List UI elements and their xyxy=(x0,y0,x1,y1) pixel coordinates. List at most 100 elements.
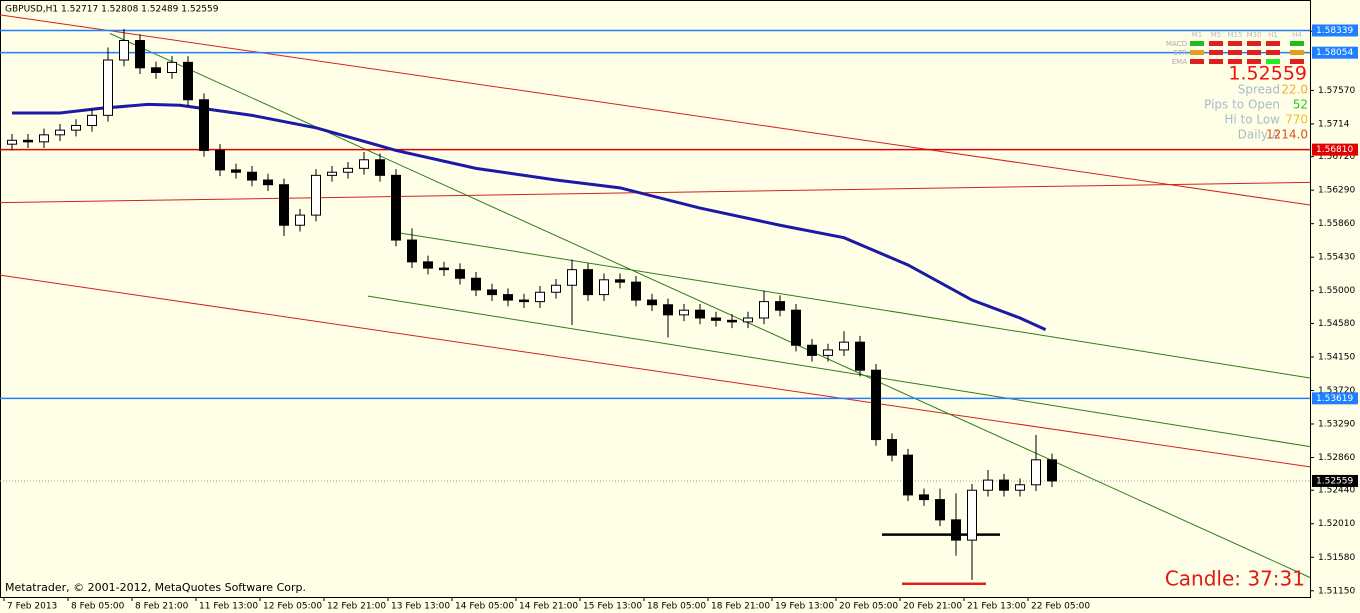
signal-column-label: H4 xyxy=(1292,31,1302,39)
candle-body xyxy=(215,149,225,171)
trendline xyxy=(109,33,1311,578)
candle-body xyxy=(727,319,737,323)
signal-cell xyxy=(1209,41,1223,46)
signal-cell xyxy=(1228,41,1242,46)
candle-body xyxy=(951,519,961,541)
candle-body xyxy=(503,294,513,301)
trendline xyxy=(394,231,1311,379)
candle-body xyxy=(199,99,209,151)
candle-body xyxy=(39,134,49,143)
y-tick-label: 1.57570 xyxy=(1318,86,1355,96)
price-tag xyxy=(1312,46,1358,59)
y-tick-label: 1.56290 xyxy=(1318,186,1355,196)
y-tick-label: 1.54150 xyxy=(1318,352,1355,362)
candle-body xyxy=(343,167,353,173)
candle-body xyxy=(999,479,1009,491)
x-tick-label: 8 Feb 05:00 xyxy=(71,602,125,612)
signal-cell xyxy=(1266,50,1280,55)
candle-body xyxy=(327,171,337,176)
signal-cell xyxy=(1266,41,1280,46)
candle-body xyxy=(743,317,753,323)
candle-timer: Candle: 37:31 xyxy=(1165,567,1305,591)
price-tag xyxy=(1312,392,1358,405)
candle-body xyxy=(887,439,897,456)
info-value: 52 xyxy=(1293,98,1308,112)
y-tick-label: 1.56720 xyxy=(1318,152,1355,162)
candle-body xyxy=(1031,459,1041,486)
candle-body xyxy=(119,40,129,61)
y-tick-label: 1.53720 xyxy=(1318,386,1355,396)
candle-body xyxy=(983,479,993,491)
x-tick-label: 12 Feb 05:00 xyxy=(263,602,322,612)
y-tick-label: 1.51150 xyxy=(1318,586,1355,596)
x-tick-label: 7 Feb 2013 xyxy=(7,602,57,612)
info-price: 1.52559 xyxy=(1228,63,1307,85)
x-tick-label: 14 Feb 05:00 xyxy=(455,602,514,612)
signal-cell xyxy=(1290,50,1304,55)
trendline xyxy=(367,295,1311,448)
candle-body xyxy=(759,301,769,319)
candle-body xyxy=(23,139,33,143)
price-tag-label: 1.52559 xyxy=(1316,476,1353,486)
copyright: Metatrader, © 2001-2012, MetaQuotes Soft… xyxy=(5,581,306,594)
y-tick-label: 1.55000 xyxy=(1318,286,1355,296)
candle-body xyxy=(183,61,193,101)
candle-body xyxy=(1047,459,1057,482)
y-tick-label: 1.55860 xyxy=(1318,219,1355,229)
candle-body xyxy=(247,171,257,181)
signal-row-label: MACD xyxy=(1166,40,1187,48)
candle-body xyxy=(823,349,833,356)
x-tick-label: 20 Feb 05:00 xyxy=(839,602,898,612)
signal-column-label: H1 xyxy=(1268,31,1278,39)
candle-body xyxy=(471,277,481,291)
y-tick-label: 1.51580 xyxy=(1318,553,1355,563)
signal-column-label: M1 xyxy=(1192,31,1203,39)
y-tick-label: 1.54580 xyxy=(1318,319,1355,329)
info-label: Hi to Low xyxy=(1224,113,1280,127)
x-tick-label: 21 Feb 13:00 xyxy=(967,602,1026,612)
info-label: Daily A xyxy=(1238,128,1281,142)
candle-body xyxy=(423,261,433,269)
candle-body xyxy=(1015,484,1025,491)
signal-cell xyxy=(1190,50,1204,55)
x-tick-label: 8 Feb 21:00 xyxy=(135,602,189,612)
info-value: 22.0 xyxy=(1281,83,1308,97)
signal-grid xyxy=(1190,41,1304,64)
price-tag-label: 1.53619 xyxy=(1316,394,1353,404)
signal-cell xyxy=(1247,59,1261,64)
trendline xyxy=(0,14,1311,206)
candle-body xyxy=(583,269,593,296)
price-tag-label: 1.58339 xyxy=(1316,26,1353,36)
x-tick-label: 22 Feb 05:00 xyxy=(1031,602,1090,612)
candle-body xyxy=(855,341,865,371)
signal-cell xyxy=(1247,50,1261,55)
candle-body xyxy=(519,299,529,303)
signal-cell xyxy=(1290,59,1304,64)
signal-cell xyxy=(1290,41,1304,46)
price-tag xyxy=(1312,143,1358,156)
candle-body xyxy=(311,174,321,216)
candle-body xyxy=(455,269,465,279)
candle-body xyxy=(359,159,369,169)
candle-body xyxy=(871,369,881,441)
x-tick-label: 12 Feb 21:00 xyxy=(327,602,386,612)
trendline xyxy=(0,181,1311,204)
plot xyxy=(0,14,1311,586)
signal-column-label: M5 xyxy=(1211,31,1222,39)
moving-average xyxy=(12,102,1047,332)
price-tag xyxy=(1312,24,1358,37)
plot-frame xyxy=(0,0,1311,598)
candle-body xyxy=(935,499,945,521)
candle-body xyxy=(903,454,913,496)
candle-body xyxy=(551,284,561,293)
candle-body xyxy=(391,174,401,241)
info-value: 770 xyxy=(1285,113,1308,127)
candle-body xyxy=(487,289,497,296)
candle-body xyxy=(615,279,625,283)
x-tick-label: 20 Feb 21:00 xyxy=(903,602,962,612)
signal-cell xyxy=(1190,59,1204,64)
candle-body xyxy=(967,489,977,541)
candle-body xyxy=(663,304,673,316)
candle-body xyxy=(567,269,577,286)
